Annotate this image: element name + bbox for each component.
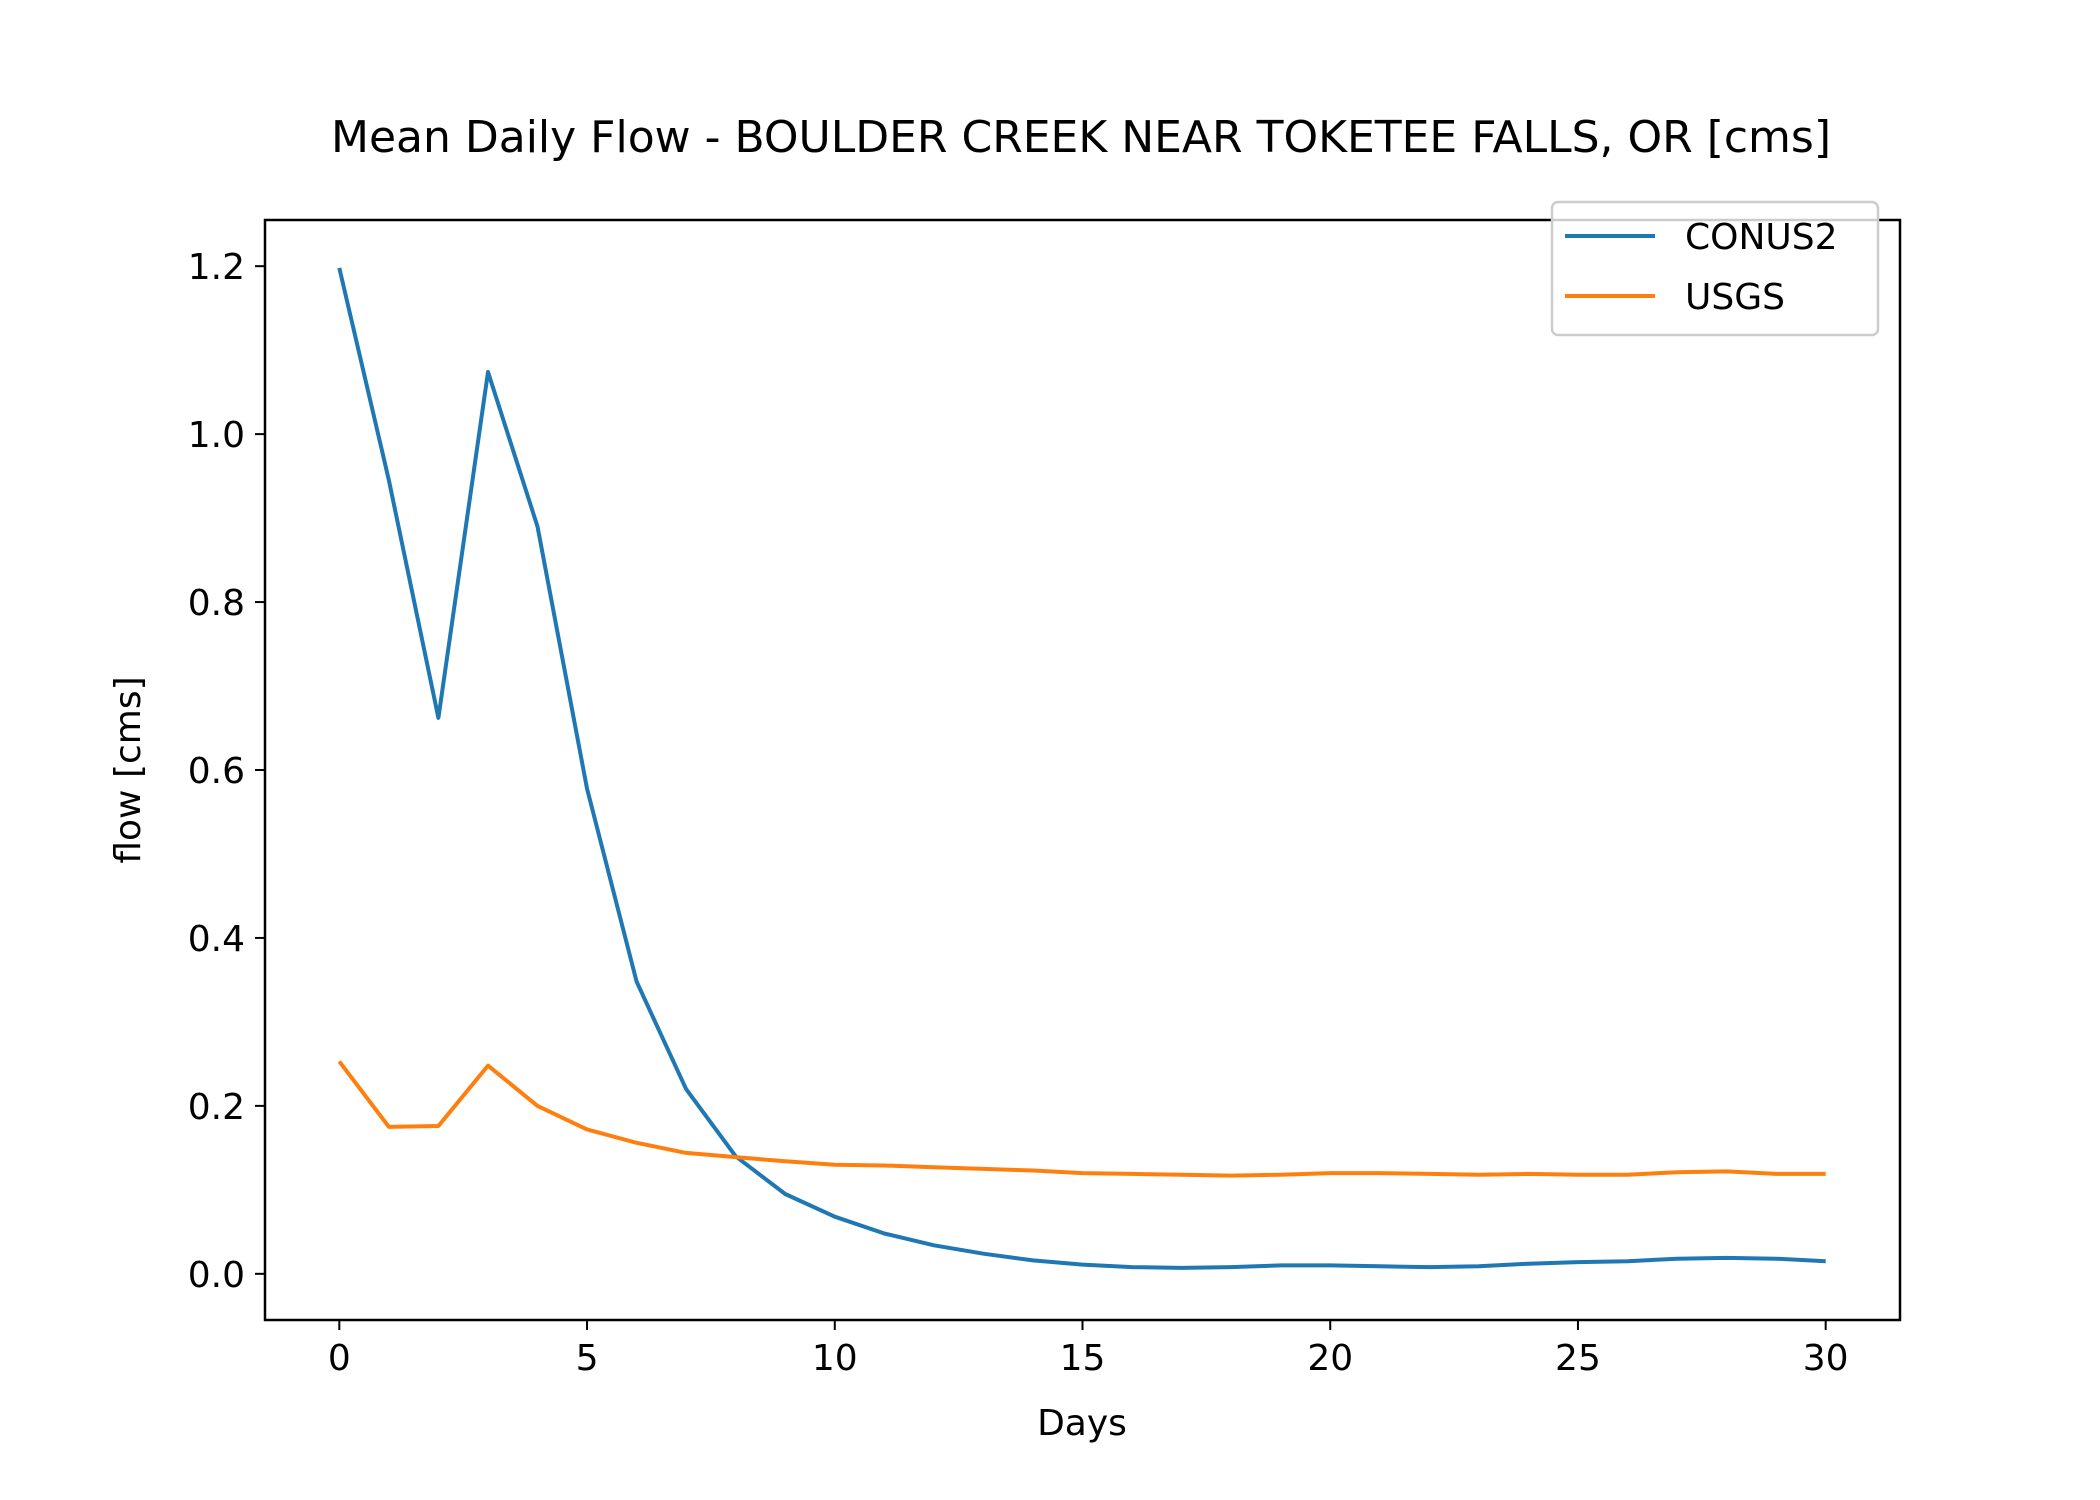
x-tick-label: 10 [812,1338,858,1379]
y-tick-label: 0.0 [188,1255,245,1296]
y-tick-label: 1.2 [188,247,245,288]
y-axis-label: flow [cms] [108,676,149,863]
plot-frame [263,218,1902,1322]
x-tick-label: 15 [1060,1338,1106,1379]
x-tick-label: 5 [576,1338,599,1379]
y-tick-label: 0.4 [188,919,245,960]
y-tick-label: 0.2 [188,1087,245,1128]
legend-label-usgs: USGS [1685,277,1785,318]
x-tick-label: 0 [328,1338,351,1379]
chart-title: Mean Daily Flow - BOULDER CREEK NEAR TOK… [331,112,1831,163]
x-axis-label: Days [1037,1403,1127,1444]
x-tick-label: 20 [1307,1338,1353,1379]
x-tick-label: 25 [1555,1338,1601,1379]
legend-label-conus2: CONUS2 [1685,217,1838,258]
plot-area [265,220,1900,1320]
series-group [337,267,1826,1270]
y-tick-label: 1.0 [188,415,245,456]
series-line-conus2 [337,267,1826,1270]
legend: CONUS2 USGS [1550,200,1880,337]
x-axis: 0 5 10 15 20 25 30 [328,1320,1849,1379]
y-tick-label: 0.6 [188,751,245,792]
x-tick-label: 30 [1803,1338,1849,1379]
series-line-usgs [337,1060,1826,1178]
y-tick-label: 0.8 [188,583,245,624]
y-axis: 0.0 0.2 0.4 0.6 0.8 1.0 1.2 [188,247,265,1296]
